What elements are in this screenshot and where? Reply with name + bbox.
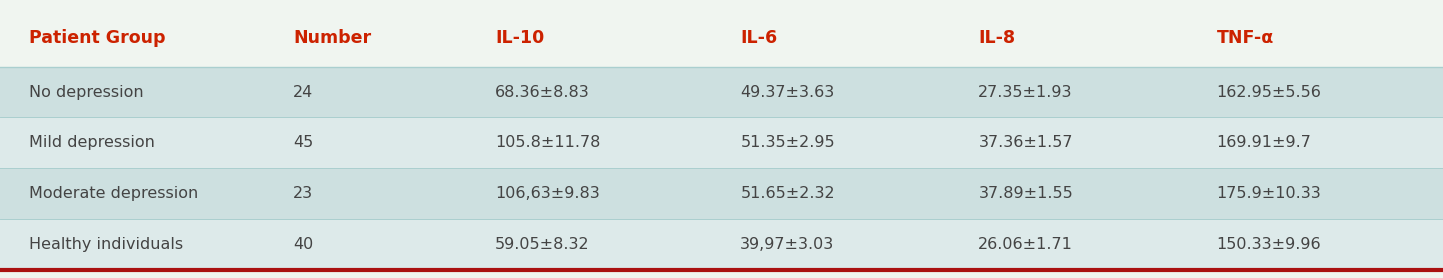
Text: 23: 23 (293, 186, 313, 201)
Text: 51.35±2.95: 51.35±2.95 (740, 135, 835, 150)
Text: 24: 24 (293, 85, 313, 100)
Text: 68.36±8.83: 68.36±8.83 (495, 85, 590, 100)
Text: 27.35±1.93: 27.35±1.93 (978, 85, 1072, 100)
Text: IL-10: IL-10 (495, 29, 544, 46)
Text: 59.05±8.32: 59.05±8.32 (495, 237, 590, 252)
Bar (0, 8, 1443, 67)
Text: No depression: No depression (29, 85, 143, 100)
Bar (0, 219, 1443, 270)
Text: 169.91±9.7: 169.91±9.7 (1216, 135, 1312, 150)
Text: 51.65±2.32: 51.65±2.32 (740, 186, 835, 201)
Text: Patient Group: Patient Group (29, 29, 166, 46)
Text: 162.95±5.56: 162.95±5.56 (1216, 85, 1322, 100)
Text: IL-6: IL-6 (740, 29, 778, 46)
Text: 39,97±3.03: 39,97±3.03 (740, 237, 834, 252)
Text: IL-8: IL-8 (978, 29, 1016, 46)
Text: 40: 40 (293, 237, 313, 252)
Text: 150.33±9.96: 150.33±9.96 (1216, 237, 1322, 252)
Text: 37.89±1.55: 37.89±1.55 (978, 186, 1074, 201)
Bar (0, 168, 1443, 219)
Text: 175.9±10.33: 175.9±10.33 (1216, 186, 1322, 201)
Text: 49.37±3.63: 49.37±3.63 (740, 85, 834, 100)
Bar (0, 117, 1443, 168)
Text: Healthy individuals: Healthy individuals (29, 237, 183, 252)
Text: Number: Number (293, 29, 371, 46)
Text: 45: 45 (293, 135, 313, 150)
Text: Mild depression: Mild depression (29, 135, 154, 150)
Text: 105.8±11.78: 105.8±11.78 (495, 135, 600, 150)
Bar (0, 67, 1443, 117)
Text: 26.06±1.71: 26.06±1.71 (978, 237, 1074, 252)
Text: Moderate depression: Moderate depression (29, 186, 198, 201)
Text: TNF-α: TNF-α (1216, 29, 1274, 46)
Text: 106,63±9.83: 106,63±9.83 (495, 186, 600, 201)
Text: 37.36±1.57: 37.36±1.57 (978, 135, 1072, 150)
